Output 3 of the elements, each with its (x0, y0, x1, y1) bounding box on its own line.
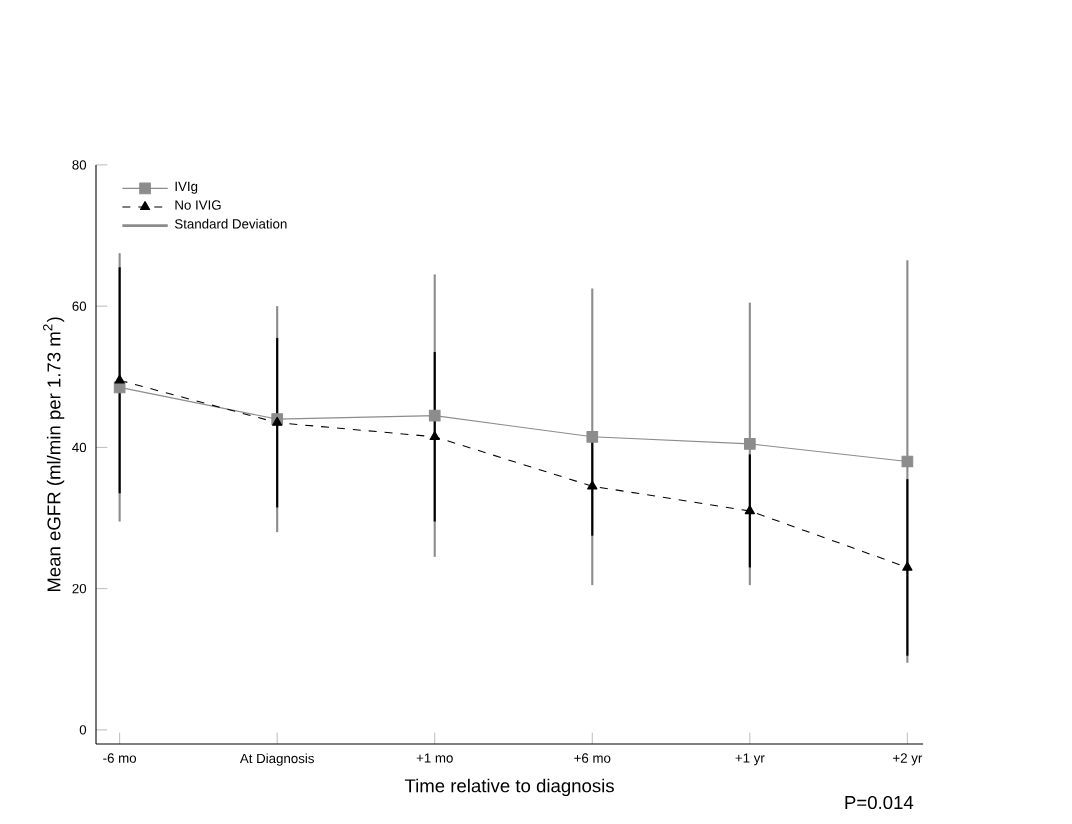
y-axis-title: Mean eGFR (ml/min per 1.73 m$^{2}$) (43, 317, 65, 592)
x-axis-title: Time relative to diagnosis (404, 778, 614, 797)
text: P=0.014 (845, 795, 914, 810)
